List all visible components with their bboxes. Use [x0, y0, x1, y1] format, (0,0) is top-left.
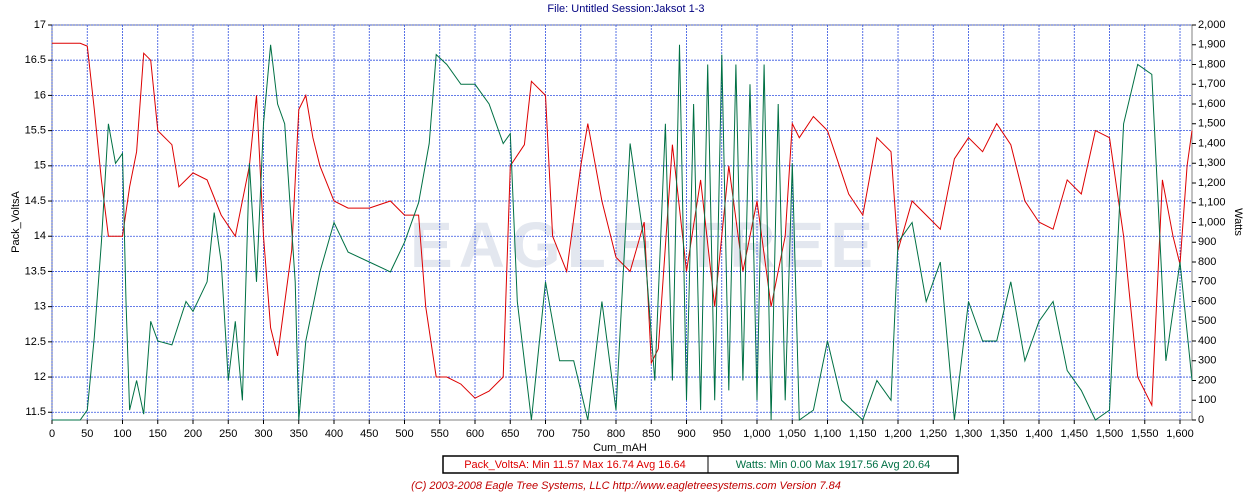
legend-entry: Watts: Min 0.00 Max 1917.56 Avg 20.64: [736, 459, 930, 471]
x-tick-label: 600: [466, 428, 484, 440]
legend-entry: Pack_VoltsA: Min 11.57 Max 16.74 Avg 16.…: [464, 459, 686, 471]
x-tick-label: 200: [184, 428, 202, 440]
y-tick-label: 14.5: [25, 195, 46, 207]
y2-tick-label: 1,800: [1198, 58, 1226, 70]
series-line: [52, 42, 1193, 408]
series-line: [52, 44, 1193, 421]
y2-tick-label: 700: [1198, 276, 1216, 288]
y2-tick-label: 100: [1198, 394, 1216, 406]
x-tick-label: 1,500: [1096, 428, 1124, 440]
x-tick-label: 750: [572, 428, 590, 440]
x-tick-label: 400: [325, 428, 343, 440]
y2-tick-label: 1,900: [1198, 39, 1226, 51]
y2-tick-label: 200: [1198, 374, 1216, 386]
x-tick-label: 350: [290, 428, 308, 440]
x-tick-label: 1,350: [990, 428, 1018, 440]
x-axis-label: Cum_mAH: [593, 442, 647, 454]
x-tick-label: 1,250: [919, 428, 947, 440]
plot-area: [51, 24, 1193, 421]
y2-tick-label: 500: [1198, 315, 1216, 327]
y-tick-label: 13.5: [25, 265, 46, 277]
y2-tick-label: 600: [1198, 295, 1216, 307]
y2-tick-label: 2,000: [1198, 19, 1226, 31]
y2-axis-label: Watts: [1232, 208, 1244, 236]
y2-tick-label: 1,200: [1198, 177, 1226, 189]
y-tick-label: 16: [34, 89, 46, 101]
x-tick-label: 150: [149, 428, 167, 440]
x-tick-label: 1,600: [1166, 428, 1194, 440]
y2-tick-label: 1,400: [1198, 137, 1226, 149]
x-tick-label: 900: [677, 428, 695, 440]
y2-tick-label: 1,300: [1198, 157, 1226, 169]
y-tick-label: 11.5: [25, 406, 46, 418]
y2-tick-label: 800: [1198, 256, 1216, 268]
x-tick-label: 450: [360, 428, 378, 440]
x-tick-label: 700: [536, 428, 554, 440]
y2-tick-label: 900: [1198, 236, 1216, 248]
legend-box: [442, 455, 959, 474]
y-tick-label: 15.5: [25, 125, 46, 137]
y2-tick-label: 0: [1198, 414, 1204, 426]
y2-tick-label: 400: [1198, 335, 1216, 347]
footer: (C) 2003-2008 Eagle Tree Systems, LLC ht…: [411, 480, 841, 492]
x-tick-label: 850: [642, 428, 660, 440]
x-tick-label: 1,300: [955, 428, 983, 440]
x-tick-label: 100: [113, 428, 131, 440]
x-tick-label: 550: [431, 428, 449, 440]
y2-tick-label: 300: [1198, 355, 1216, 367]
x-tick-label: 1,050: [778, 428, 806, 440]
x-tick-label: 1,000: [743, 428, 771, 440]
y-tick-label: 17: [34, 19, 46, 31]
y2-tick-label: 1,600: [1198, 98, 1226, 110]
x-tick-label: 800: [607, 428, 625, 440]
x-tick-label: 300: [254, 428, 272, 440]
y2-tick-label: 1,000: [1198, 216, 1226, 228]
y-axis-label: Pack_VoltsA: [10, 190, 22, 252]
chart-title: File: Untitled Session:Jaksot 1-3: [547, 3, 704, 15]
x-tick-label: 0: [49, 428, 55, 440]
x-tick-label: 250: [219, 428, 237, 440]
x-tick-label: 1,450: [1060, 428, 1088, 440]
y-tick-label: 12: [34, 371, 46, 383]
x-tick-label: 950: [713, 428, 731, 440]
y-tick-label: 13: [34, 301, 46, 313]
y-tick-label: 12.5: [25, 336, 46, 348]
y2-tick-label: 1,500: [1198, 118, 1226, 130]
y2-tick-label: 1,700: [1198, 78, 1226, 90]
x-tick-label: 50: [81, 428, 93, 440]
x-tick-label: 1,150: [849, 428, 877, 440]
y2-tick-label: 1,100: [1198, 197, 1226, 209]
x-tick-label: 1,100: [814, 428, 842, 440]
y-tick-label: 15: [34, 160, 46, 172]
x-tick-label: 500: [395, 428, 413, 440]
x-tick-label: 650: [501, 428, 519, 440]
x-tick-label: 1,400: [1025, 428, 1053, 440]
x-tick-label: 1,550: [1131, 428, 1159, 440]
x-tick-label: 1,200: [884, 428, 912, 440]
y-tick-label: 16.5: [25, 54, 46, 66]
y-tick-label: 14: [34, 230, 46, 242]
